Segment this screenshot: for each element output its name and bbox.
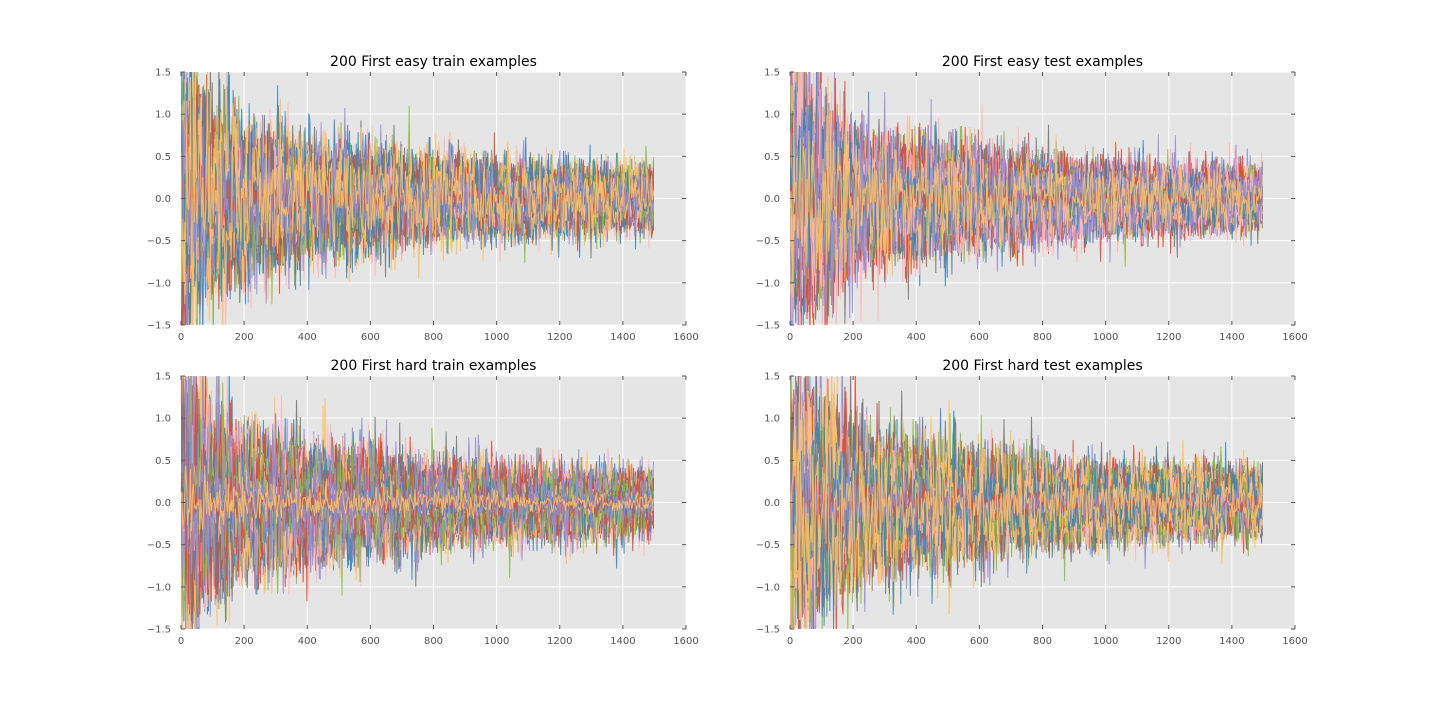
y-tick-label: −1.0	[756, 582, 780, 593]
subplot-easy-test: 200 First easy test examples 0 200 400 600 80…	[749, 50, 1309, 350]
y-tick-label: 0.5	[155, 152, 171, 163]
y-tick-label: 1.0	[155, 110, 171, 121]
chart-title: 200 First hard train examples	[331, 358, 537, 374]
x-tick-label: 1600	[1282, 636, 1307, 647]
x-tick-label: 1400	[1219, 332, 1244, 343]
x-tick-label: 400	[298, 636, 317, 647]
x-tick-label: 400	[298, 332, 317, 343]
x-tick-label: 1200	[547, 636, 572, 647]
y-tick-label: 1.5	[764, 68, 780, 79]
x-tick-label: 1000	[1093, 636, 1118, 647]
x-tick-label: 1000	[484, 332, 509, 343]
x-tick-label: 1200	[1156, 636, 1181, 647]
y-tick-label: −0.5	[147, 540, 171, 551]
x-tick-label: 200	[844, 636, 863, 647]
y-tick-label: 0.5	[764, 456, 780, 467]
y-tick-label: 1.0	[155, 414, 171, 425]
y-tick-label: 0.0	[155, 194, 171, 205]
x-tick-label: 200	[235, 636, 254, 647]
y-tick-label: 0.5	[764, 152, 780, 163]
x-tick-label: 200	[235, 332, 254, 343]
x-tick-label: 600	[361, 636, 380, 647]
x-tick-label: 600	[361, 332, 380, 343]
y-tick-label: −1.0	[147, 278, 171, 289]
x-tick-label: 1400	[610, 332, 635, 343]
y-tick-label: −1.0	[147, 582, 171, 593]
subplot-easy-train: 200 First easy train examples 0 200 400 600 8…	[140, 50, 700, 350]
y-tick-label: 1.5	[155, 372, 171, 383]
x-tick-label: 0	[787, 636, 793, 647]
y-tick-label: −1.5	[147, 321, 171, 332]
chart-svg: 200 First easy test examples 0 200 400 600 80…	[749, 50, 1309, 350]
chart-svg: 200 First easy train examples 0 200 400 600 8…	[140, 50, 700, 350]
y-tick-label: 1.5	[764, 372, 780, 383]
x-tick-label: 1400	[610, 636, 635, 647]
x-tick-label: 1600	[1282, 332, 1307, 343]
x-tick-label: 0	[178, 332, 184, 343]
x-tick-label: 600	[970, 332, 989, 343]
x-tick-label: 200	[844, 332, 863, 343]
x-tick-label: 800	[424, 636, 443, 647]
x-tick-label: 400	[907, 332, 926, 343]
x-tick-label: 1000	[1093, 332, 1118, 343]
x-tick-label: 1600	[673, 332, 698, 343]
y-tick-label: 0.0	[764, 498, 780, 509]
y-tick-label: −1.5	[147, 625, 171, 636]
y-tick-label: 0.0	[155, 498, 171, 509]
y-tick-label: 1.0	[764, 110, 780, 121]
x-tick-label: 1200	[547, 332, 572, 343]
y-tick-label: −1.0	[756, 278, 780, 289]
y-tick-label: −0.5	[756, 540, 780, 551]
chart-title: 200 First hard test examples	[942, 358, 1142, 374]
x-tick-label: 1600	[673, 636, 698, 647]
chart-svg: 200 First hard train examples 0 200 400 600 8…	[140, 354, 700, 654]
x-tick-label: 600	[970, 636, 989, 647]
chart-title: 200 First easy train examples	[330, 54, 537, 70]
x-tick-label: 1200	[1156, 332, 1181, 343]
x-tick-label: 1400	[1219, 636, 1244, 647]
subplot-hard-train: 200 First hard train examples 0 200 400 600 8…	[140, 354, 700, 654]
chart-svg: 200 First hard test examples 0 200 400 600 80…	[749, 354, 1309, 654]
subplot-hard-test: 200 First hard test examples 0 200 400 600 80…	[749, 354, 1309, 654]
x-tick-label: 800	[1033, 636, 1052, 647]
y-tick-label: −1.5	[756, 321, 780, 332]
x-tick-label: 1000	[484, 636, 509, 647]
x-tick-label: 800	[424, 332, 443, 343]
x-tick-label: 0	[787, 332, 793, 343]
y-tick-label: −0.5	[147, 236, 171, 247]
y-tick-label: 1.0	[764, 414, 780, 425]
y-tick-label: −1.5	[756, 625, 780, 636]
y-tick-label: −0.5	[756, 236, 780, 247]
x-tick-label: 400	[907, 636, 926, 647]
x-tick-label: 0	[178, 636, 184, 647]
x-tick-label: 800	[1033, 332, 1052, 343]
chart-title: 200 First easy test examples	[942, 54, 1143, 70]
y-tick-label: 1.5	[155, 68, 171, 79]
y-tick-label: 0.0	[764, 194, 780, 205]
y-tick-label: 0.5	[155, 456, 171, 467]
